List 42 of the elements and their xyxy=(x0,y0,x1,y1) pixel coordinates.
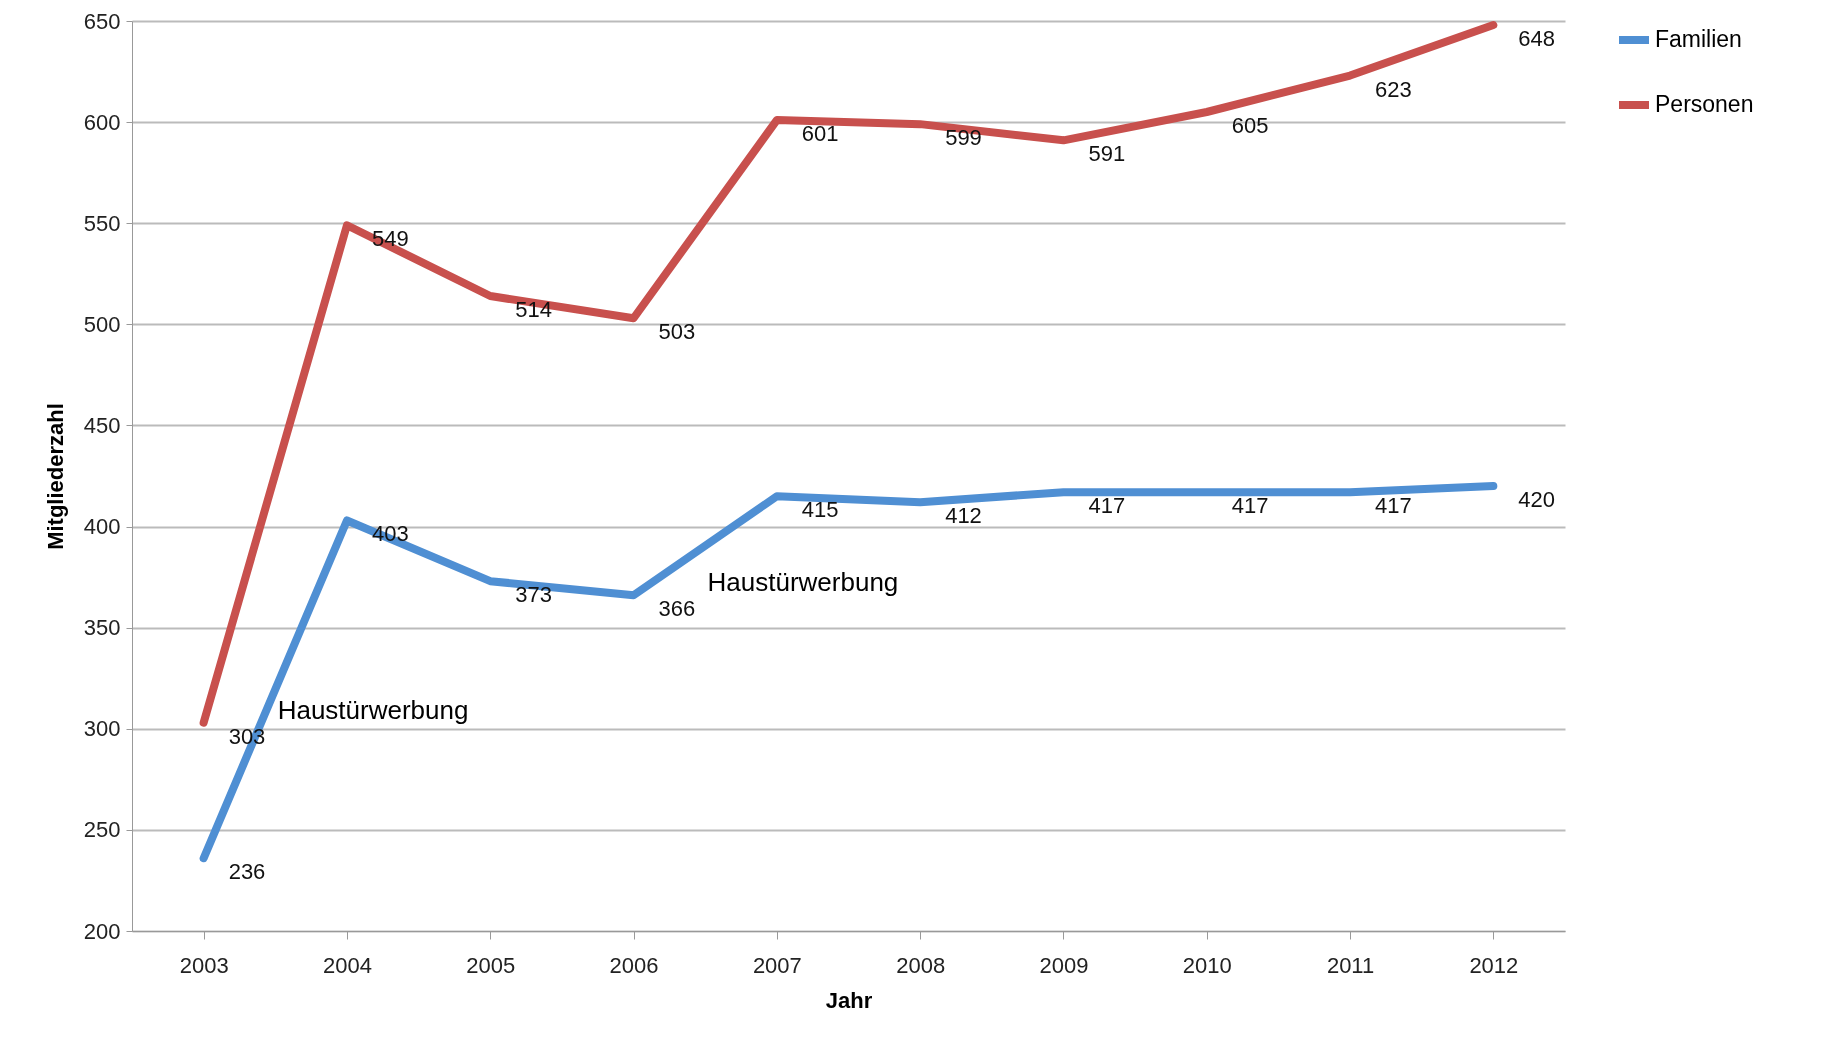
data-label: 599 xyxy=(945,125,982,151)
y-tick-label: 200 xyxy=(83,918,121,944)
data-label: 417 xyxy=(1375,493,1412,519)
x-tick-label: 2007 xyxy=(752,952,802,978)
legend-label: Familien xyxy=(1655,26,1742,52)
data-label: 503 xyxy=(658,319,696,345)
y-tick-label: 450 xyxy=(83,412,121,438)
data-label: 591 xyxy=(1088,141,1126,167)
legend-label: Personen xyxy=(1655,91,1754,117)
x-tick-label: 2010 xyxy=(1182,952,1232,978)
x-tick-label: 2003 xyxy=(179,952,229,978)
data-label: 601 xyxy=(801,121,839,147)
y-tick-label: 250 xyxy=(83,817,121,843)
y-tick-label: 350 xyxy=(83,615,121,641)
x-tick-label: 2011 xyxy=(1326,952,1375,978)
x-tick-label: 2012 xyxy=(1469,952,1519,978)
y-tick-label: 300 xyxy=(83,716,121,742)
y-tick-label: 500 xyxy=(83,311,121,337)
x-tick-label: 2009 xyxy=(1039,952,1089,978)
data-label: 373 xyxy=(515,582,552,608)
x-axis-title: Jahr xyxy=(825,987,873,1013)
y-tick-label: 400 xyxy=(83,514,121,540)
annotation: Haustürwerbung xyxy=(277,694,469,725)
data-label: 417 xyxy=(1088,493,1126,519)
y-tick-label: 600 xyxy=(83,109,121,135)
data-label: 648 xyxy=(1518,26,1556,52)
x-tick-label: 2004 xyxy=(322,952,372,978)
y-tick-label: 550 xyxy=(83,210,121,236)
data-label: 415 xyxy=(801,497,839,523)
data-label: 366 xyxy=(658,596,696,622)
annotation: Haustürwerbung xyxy=(707,567,899,598)
data-label: 412 xyxy=(945,503,982,529)
x-tick-label: 2006 xyxy=(609,952,659,978)
data-label: 236 xyxy=(228,859,266,885)
x-tick-label: 2005 xyxy=(466,952,516,978)
data-label: 417 xyxy=(1231,493,1269,519)
y-axis-title: Mitgliederzahl xyxy=(42,403,68,550)
data-label: 623 xyxy=(1375,76,1412,102)
data-label: 605 xyxy=(1231,113,1269,138)
y-tick-label: 650 xyxy=(83,8,121,34)
data-label: 420 xyxy=(1518,487,1556,513)
x-tick-label: 2008 xyxy=(896,952,946,978)
